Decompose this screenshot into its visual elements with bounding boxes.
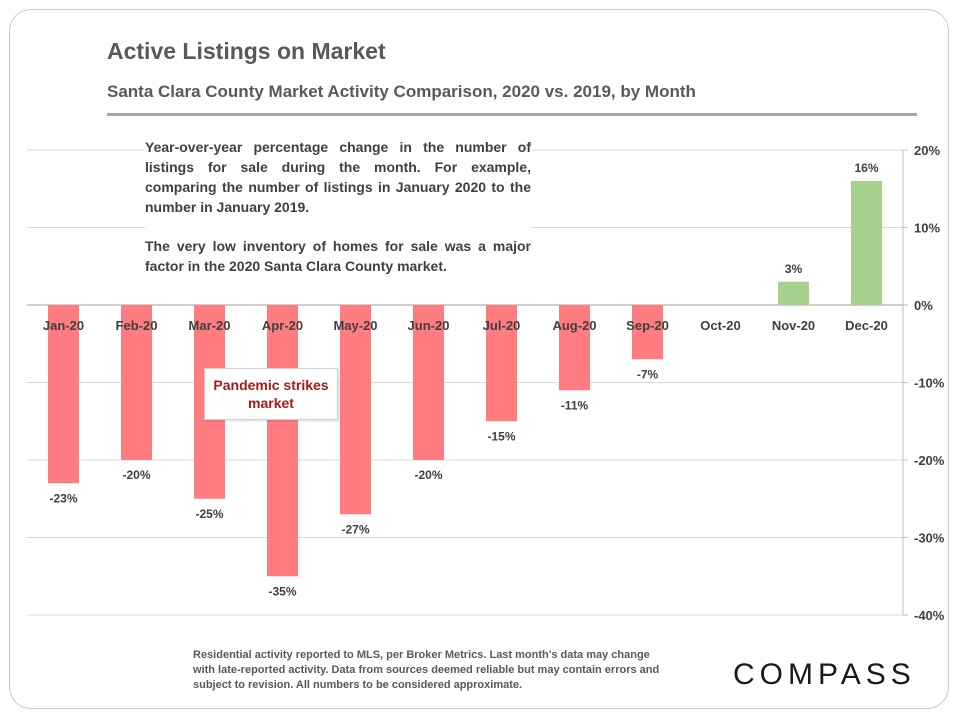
data-label: -23%: [49, 491, 77, 505]
bar: [48, 305, 79, 484]
chart-subtitle: Santa Clara County Market Activity Compa…: [107, 82, 696, 101]
x-tick-label: Jun-20: [408, 318, 450, 333]
y-tick-label: -20%: [914, 453, 945, 468]
slide-frame: [9, 9, 949, 709]
x-tick-label: Mar-20: [189, 318, 231, 333]
y-tick-label: -10%: [914, 376, 945, 391]
y-tick-label: 0%: [914, 298, 933, 313]
title-divider: [107, 113, 917, 116]
bar: [340, 305, 371, 515]
callout-line-1: Pandemic strikes: [213, 377, 329, 393]
explanation-note: Year-over-year percentage change in the …: [145, 137, 531, 295]
data-label: -35%: [268, 584, 296, 598]
note-paragraph-1: Year-over-year percentage change in the …: [145, 139, 531, 215]
data-label: -27%: [341, 522, 369, 536]
x-tick-label: Sep-20: [626, 318, 669, 333]
bar: [486, 305, 517, 422]
data-label: -11%: [561, 398, 589, 412]
y-tick-label: -30%: [914, 531, 945, 546]
data-label: 3%: [785, 262, 803, 276]
x-tick-label: Jan-20: [43, 318, 84, 333]
x-tick-label: Aug-20: [552, 318, 596, 333]
data-label: -20%: [414, 468, 442, 482]
data-label: 16%: [854, 161, 878, 175]
pandemic-callout: Pandemic strikes market: [204, 368, 338, 420]
compass-logo: COMPASS: [733, 658, 916, 691]
bar: [267, 305, 298, 577]
bar: [851, 181, 882, 305]
bar: [632, 305, 663, 360]
x-tick-label: Jul-20: [483, 318, 521, 333]
x-tick-label: Apr-20: [262, 318, 303, 333]
y-tick-label: 10%: [914, 221, 940, 236]
y-tick-label: 20%: [914, 143, 940, 158]
bar: [778, 281, 809, 305]
bar: [121, 305, 152, 460]
x-tick-label: Dec-20: [845, 318, 888, 333]
bar: [413, 305, 444, 460]
note-paragraph-2: The very low inventory of homes for sale…: [145, 238, 531, 274]
x-tick-label: Oct-20: [700, 318, 740, 333]
chart-title: Active Listings on Market: [107, 38, 386, 64]
bar: [559, 305, 590, 391]
data-label: -7%: [637, 367, 659, 381]
footer-disclaimer: Residential activity reported to MLS, pe…: [193, 649, 660, 691]
data-label: -20%: [122, 468, 150, 482]
x-tick-label: Nov-20: [772, 318, 815, 333]
data-label: -25%: [195, 507, 223, 521]
x-tick-label: May-20: [333, 318, 377, 333]
y-tick-label: -40%: [914, 608, 945, 623]
callout-line-2: market: [248, 395, 294, 411]
data-label: -15%: [487, 429, 515, 443]
x-tick-label: Feb-20: [116, 318, 158, 333]
